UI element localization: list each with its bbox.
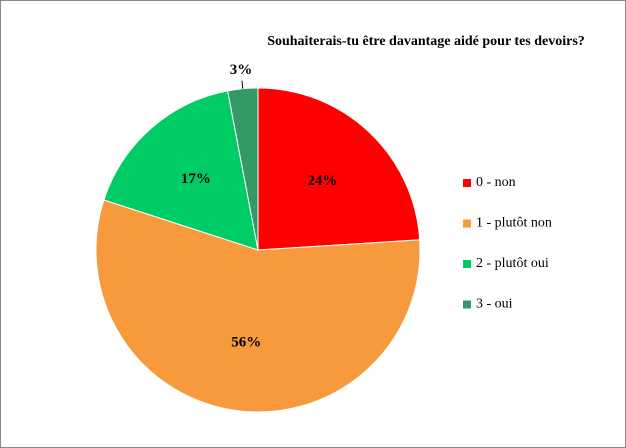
chart-title: Souhaiterais-tu être davantage aidé pour… <box>267 34 585 49</box>
legend-swatch <box>463 219 471 228</box>
legend-label: 3 - oui <box>476 297 513 312</box>
legend-swatch <box>463 179 471 187</box>
legend-swatch <box>463 260 471 268</box>
data-label: 3% <box>230 62 253 78</box>
legend-swatch <box>463 300 471 309</box>
data-label: 24% <box>307 173 337 189</box>
legend-label: 0 - non <box>476 175 516 190</box>
legend-label: 1 - plutôt non <box>476 216 552 231</box>
pie-slice <box>103 90 259 251</box>
data-label: 17% <box>181 171 211 187</box>
leader-line <box>241 80 244 89</box>
legend-label: 2 - plutôt oui <box>476 256 549 271</box>
pie-slice <box>95 199 421 413</box>
pie-slice <box>257 87 421 251</box>
data-label: 56% <box>231 335 261 351</box>
